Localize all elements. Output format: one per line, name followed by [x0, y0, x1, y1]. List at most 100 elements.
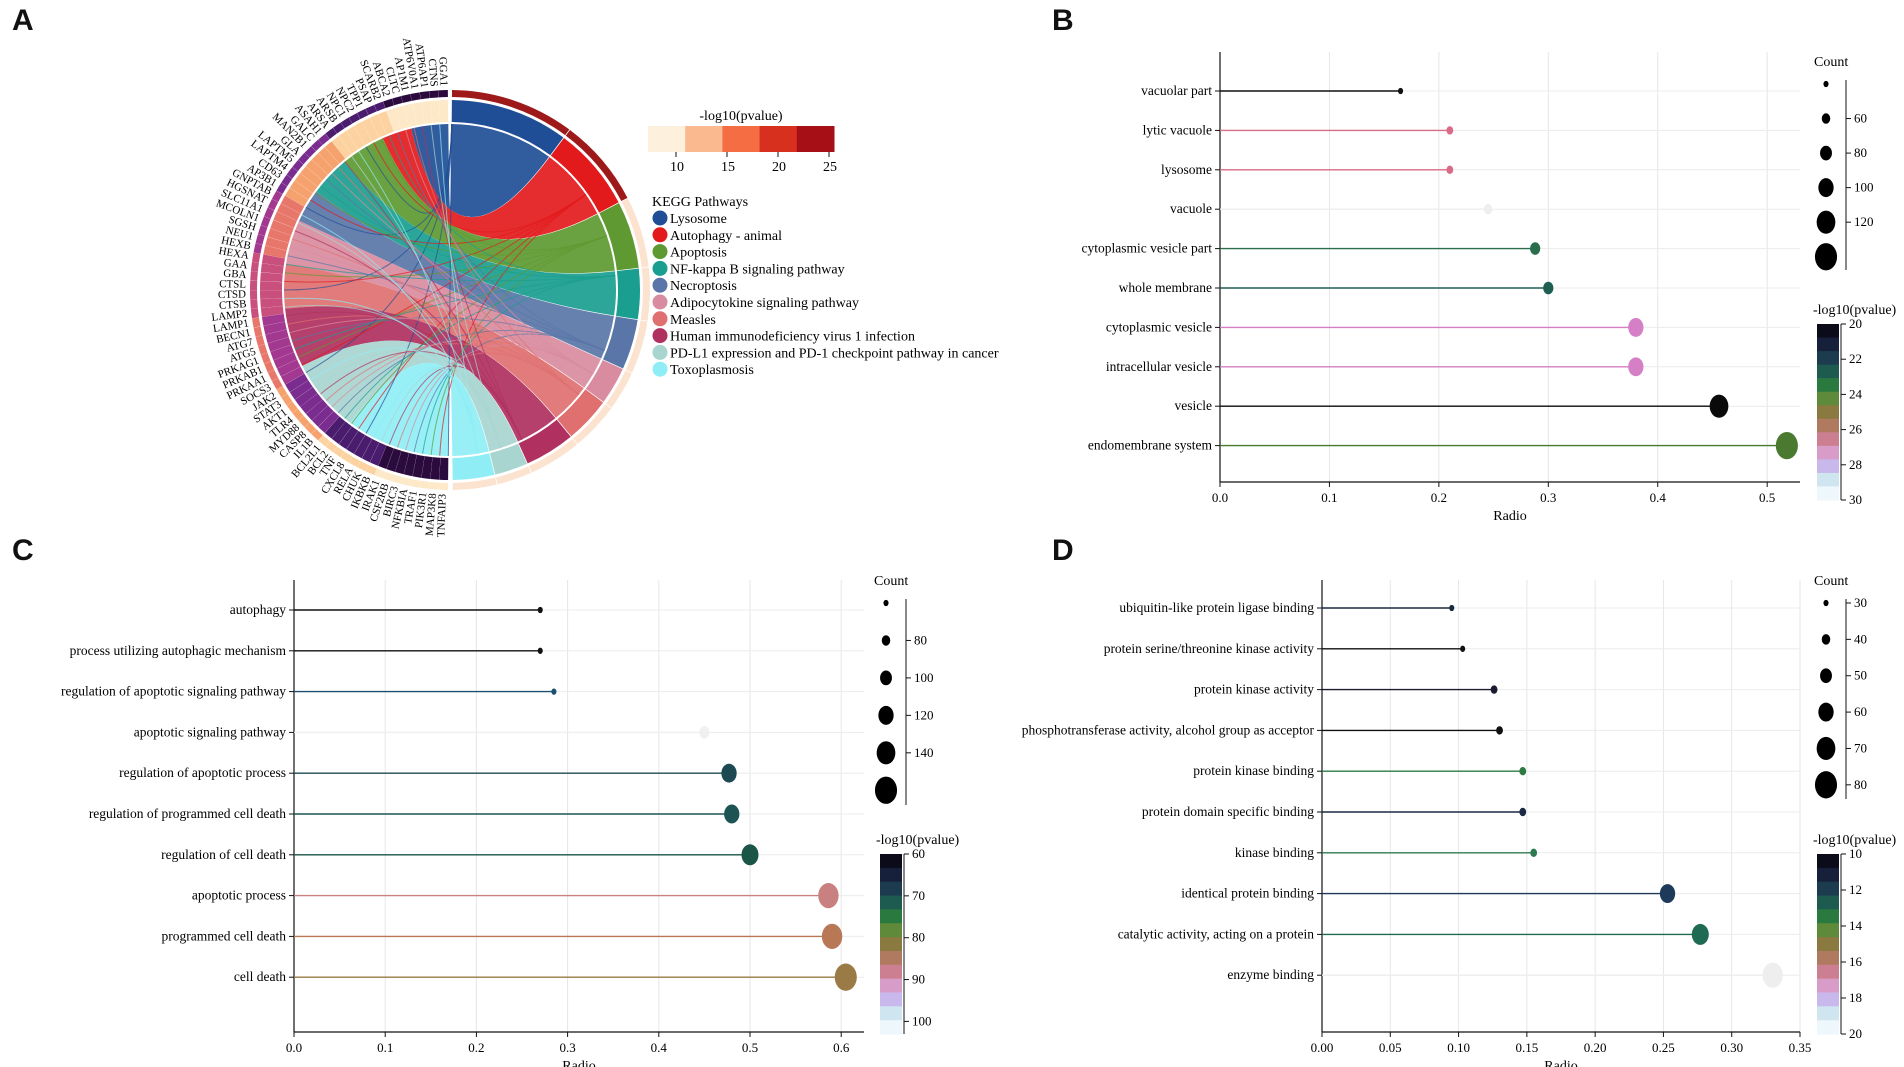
pathway-pvalue-ring-7	[528, 439, 578, 473]
gene-arc-18	[300, 393, 323, 414]
lollipop-dot-1	[1446, 126, 1454, 135]
chord-link-43	[320, 185, 616, 278]
gene-pvalue-ring-18	[292, 408, 304, 421]
gene-label-30: LAMP2	[211, 308, 248, 324]
pvalue-legend-swatch-1	[880, 867, 902, 883]
chord-legend-label-4: Necroptosis	[670, 279, 737, 294]
lollipop-dot-4	[721, 763, 737, 783]
x-tick-label-5: 0.5	[1759, 490, 1775, 505]
pvalue-legend-label-0: 60	[912, 846, 925, 861]
pvalue-legend-label-2: 80	[912, 930, 925, 945]
pvalue-legend-swatch-0	[1817, 854, 1839, 869]
gene-label-32: CTSD	[218, 288, 246, 301]
lollipop-dot-7	[1628, 357, 1644, 377]
y-label-3: apoptotic signaling pathway	[134, 724, 286, 739]
chord-legend-label-6: Measles	[670, 313, 716, 328]
y-label-2: lysosome	[1161, 162, 1212, 177]
gene-pvalue-ring-9	[357, 460, 369, 472]
gene-pvalue-ring-61	[401, 93, 412, 103]
gene-pvalue-ring-37	[253, 243, 263, 254]
gene-pvalue-ring-14	[318, 435, 330, 447]
y-label-8: programmed cell death	[162, 928, 287, 943]
pvalue-legend-swatch-9	[1817, 978, 1839, 993]
gene-label-35: GAA	[223, 257, 248, 272]
gene-arc-24	[273, 352, 297, 369]
gene-pvalue-ring-23	[267, 369, 279, 382]
chord-colorbar-swatch-3	[759, 126, 798, 152]
y-label-1: protein serine/threonine kinase activity	[1104, 641, 1315, 656]
chord-link-57	[422, 126, 523, 440]
gene-pvalue-ring-50	[311, 139, 323, 152]
chord-legend-dot-2	[652, 244, 668, 260]
x-tick-label-0: 0.0	[1212, 490, 1228, 505]
count-legend-title: Count	[874, 574, 908, 589]
pvalue-legend-label-1: 12	[1849, 882, 1862, 897]
chord-ribbon-2	[344, 138, 615, 274]
gene-arc-46	[294, 173, 318, 194]
gene-pvalue-ring-33	[250, 280, 258, 290]
chord-link-52	[380, 138, 608, 251]
lollipop-dot-3	[699, 726, 710, 739]
gene-arc-51	[324, 141, 346, 164]
pvalue-legend-label-3: 26	[1849, 422, 1863, 437]
gene-pvalue-ring-19	[286, 401, 298, 413]
gene-arc-28	[263, 321, 287, 335]
y-label-6: cytoplasmic vesicle	[1106, 319, 1212, 334]
chord-link-58	[430, 125, 502, 449]
chord-legend-label-5: Adipocytokine signaling pathway	[670, 296, 859, 311]
y-label-3: vacuole	[1170, 201, 1212, 216]
gene-arc-25	[270, 344, 294, 361]
lollipop-dot-4	[1530, 242, 1541, 255]
lollipop-dot-6	[741, 844, 759, 866]
pvalue-legend-label-4: 100	[912, 1013, 932, 1028]
pvalue-legend-swatch-1	[1817, 337, 1839, 352]
chord-colorbar-swatch-0	[648, 126, 686, 152]
pathway-pvalue-ring-4	[625, 320, 648, 373]
count-legend-label-3: 100	[1854, 180, 1874, 195]
gene-pvalue-ring-1	[429, 481, 439, 490]
y-label-4: cytoplasmic vesicle part	[1082, 241, 1213, 256]
pvalue-legend-swatch-1	[1817, 867, 1839, 883]
gene-pvalue-ring-6	[383, 471, 395, 482]
pvalue-legend-swatch-10	[880, 992, 902, 1007]
pvalue-legend-swatch-3	[1817, 895, 1839, 910]
chord-colorbar-swatch-1	[685, 126, 723, 152]
pvalue-legend-swatch-9	[880, 978, 902, 993]
count-legend-dot-3	[878, 705, 894, 725]
x-tick-label-1: 0.05	[1379, 1040, 1402, 1055]
panel-c-letter: C	[12, 534, 34, 567]
gene-arc-0	[439, 457, 449, 480]
pvalue-legend-swatch-12	[880, 1020, 902, 1035]
pvalue-legend-swatch-2	[1817, 881, 1839, 897]
pvalue-legend-label-1: 22	[1849, 351, 1862, 366]
gene-arc-48	[305, 159, 328, 181]
pvalue-legend-swatch-5	[880, 923, 902, 938]
chord-colorbar-label-3: 25	[823, 160, 837, 175]
chord-link-44	[325, 179, 605, 351]
count-legend-dot-0	[883, 599, 889, 607]
chord-legend-label-7: Human immunodeficiency virus 1 infection	[670, 330, 915, 345]
gene-pvalue-ring-39	[257, 225, 268, 236]
chord-legend-dot-7	[652, 328, 668, 344]
gene-pvalue-ring-12	[333, 446, 345, 458]
count-legend-dot-1	[1821, 113, 1831, 124]
gene-pvalue-ring-56	[357, 108, 369, 120]
gene-arc-52	[331, 135, 352, 159]
gene-arc-15	[318, 411, 340, 433]
gene-arc-56	[361, 117, 379, 142]
pvalue-legend-swatch-0	[1817, 324, 1839, 339]
gene-pvalue-ring-48	[298, 152, 310, 165]
pvalue-legend-label-5: 30	[1849, 492, 1862, 507]
pvalue-legend-swatch-4	[880, 909, 902, 924]
chord-link-22	[297, 235, 608, 358]
chord-legend-dot-1	[652, 227, 668, 243]
pathway-arc-1	[550, 137, 619, 213]
count-legend-label-4: 140	[914, 745, 934, 760]
pvalue-legend-swatch-11	[1817, 1006, 1839, 1021]
gene-pvalue-ring-25	[260, 352, 271, 364]
pvalue-legend-swatch-9	[1817, 445, 1839, 460]
gene-pvalue-ring-47	[292, 159, 304, 172]
chord-legend-dot-9	[652, 361, 668, 377]
gene-arc-1	[430, 457, 441, 480]
